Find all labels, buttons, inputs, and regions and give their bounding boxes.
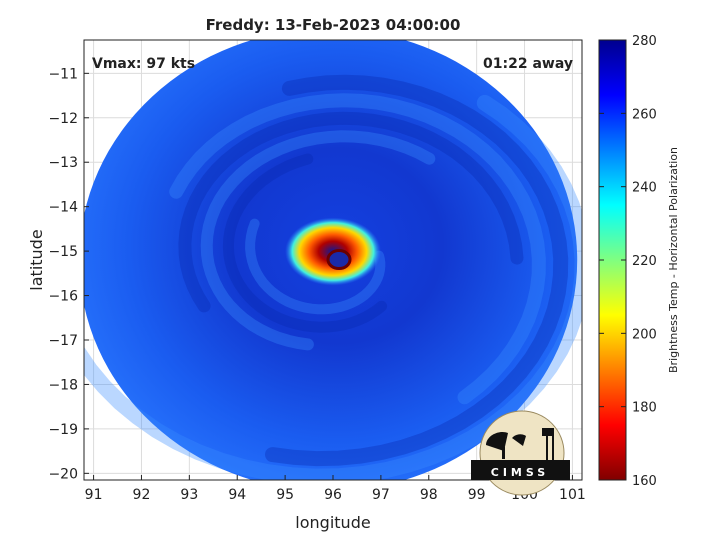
colorbar-tick-label: 260 [632,107,657,122]
x-tick-label: 95 [276,487,294,503]
y-tick-label: −19 [48,422,78,438]
x-axis-label: longitude [295,513,370,532]
y-tick-label: −16 [48,289,78,305]
x-tick-label: 94 [228,487,246,503]
y-tick-label: −13 [48,155,78,171]
colorbar-tick-label: 160 [632,474,657,489]
y-tick-label: −12 [48,111,78,127]
x-tick-label: 97 [372,487,390,503]
spiral-band [265,74,569,467]
x-tick-label: 91 [85,487,103,503]
colorbar-tick-label: 200 [632,327,657,342]
time-offset-annotation: 01:22 away [483,56,573,72]
colorbar-tick-label: 220 [632,254,657,269]
spiral-band [222,153,388,333]
colorbar-tick-label: 240 [632,181,657,196]
colorbar-tick-label: 280 [632,34,657,49]
x-tick-label: 93 [180,487,198,503]
spiral-band [245,218,386,315]
vmax-annotation: Vmax: 97 kts [92,56,195,72]
y-tick-label: −15 [48,244,78,260]
spiral-band [169,93,546,405]
spiral-band [178,111,524,313]
svg-text:CIMSS: CIMSS [491,466,549,479]
storm-eye [326,249,352,271]
colorbar-ticks: 160 180 200 220 240 260 280 [599,34,657,489]
colorbar: 160 180 200 220 240 260 280 Brightness Temp - … [598,34,680,489]
x-ticks: 919293949596979899100101 [85,475,586,503]
y-tick-label: −17 [48,333,78,349]
x-tick-label: 92 [133,487,151,503]
y-tick-label: −14 [48,200,78,216]
y-axis-label: latitude [27,229,46,290]
y-tick-label: −18 [48,377,78,393]
y-ticks: −11 −12 −13 −14 −15 −16 −17 −18 −19 −20 [48,66,89,482]
y-tick-label: −11 [48,66,78,82]
spiral-band [200,130,436,351]
x-tick-label: 96 [324,487,342,503]
y-tick-label: −20 [48,466,78,482]
colorbar-tick-label: 180 [632,401,657,416]
colorbar-label: Brightness Temp - Horizontal Polarizatio… [667,147,680,373]
x-tick-label: 98 [420,487,438,503]
chart-title: Freddy: 13-Feb-2023 04:00:00 [206,16,461,34]
x-tick-label: 99 [468,487,486,503]
cimss-logo: CIMSS [471,410,570,496]
x-tick-label: 101 [559,487,586,503]
